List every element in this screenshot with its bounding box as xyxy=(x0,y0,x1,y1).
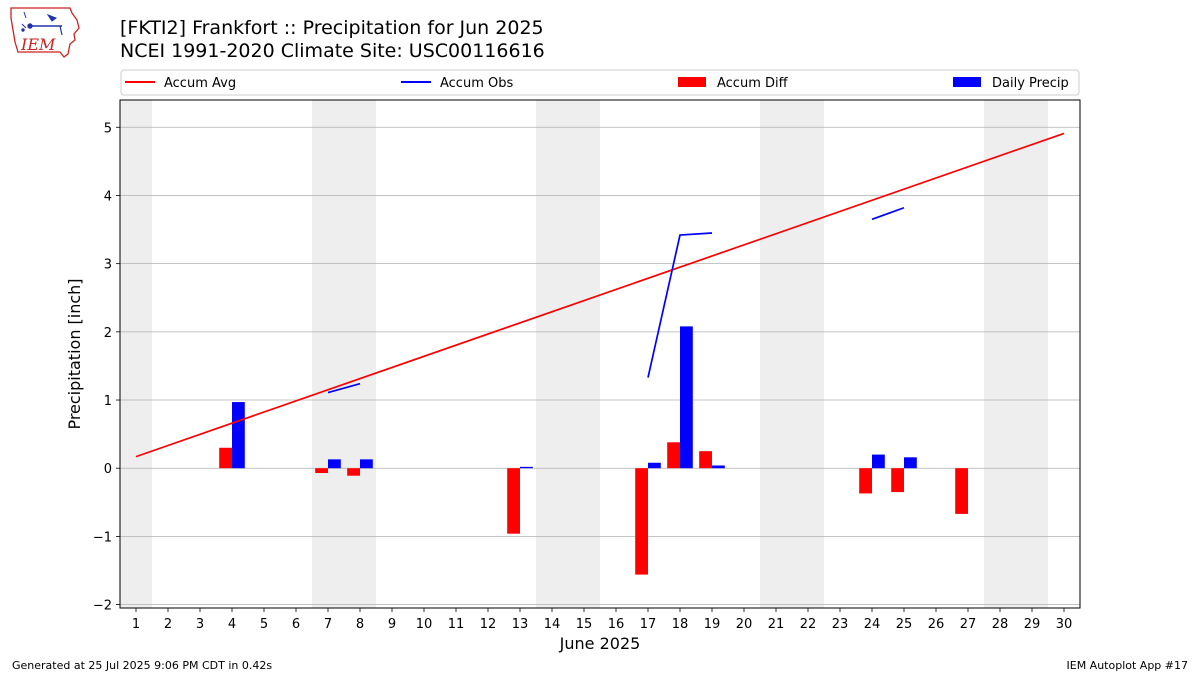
y-tick-label: 4 xyxy=(104,189,112,204)
x-tick-label: 5 xyxy=(260,617,268,632)
x-tick-label: 11 xyxy=(448,617,465,632)
x-tick-label: 13 xyxy=(512,617,529,632)
x-tick-label: 3 xyxy=(196,617,204,632)
accum-avg-line xyxy=(135,132,1065,458)
legend-bar-swatch xyxy=(953,77,981,87)
x-tick-label: 21 xyxy=(768,617,785,632)
daily-precip-bar xyxy=(712,465,725,469)
accum-diff-bar xyxy=(635,468,648,575)
x-tick-label: 10 xyxy=(416,617,433,632)
daily-precip-bar xyxy=(904,457,917,469)
accum-diff-bar xyxy=(699,451,712,469)
x-tick-label: 16 xyxy=(608,617,625,632)
y-axis-label: Precipitation [inch] xyxy=(65,278,84,429)
x-tick-label: 22 xyxy=(800,617,817,632)
legend-bar-swatch xyxy=(678,77,706,87)
x-tick-label: 29 xyxy=(1024,617,1041,632)
weekend-shade xyxy=(536,100,600,608)
app-credit: IEM Autoplot App #17 xyxy=(1066,659,1189,672)
accum-obs-line xyxy=(647,232,713,378)
generated-timestamp: Generated at 25 Jul 2025 9:06 PM CDT in … xyxy=(12,659,273,672)
legend-label: Daily Precip xyxy=(992,76,1069,91)
accum-obs-line xyxy=(871,206,905,221)
accum-diff-bar xyxy=(891,468,904,493)
weekend-shade xyxy=(312,100,376,608)
legend-label: Accum Diff xyxy=(717,76,789,91)
accum-obs-line xyxy=(327,382,361,394)
logo-text: IEM xyxy=(20,35,56,54)
daily-precip-bar xyxy=(328,459,341,469)
chart-subtitle: NCEI 1991-2020 Climate Site: USC00116616 xyxy=(120,40,545,62)
x-tick-label: 27 xyxy=(960,617,977,632)
legend: Accum Avg Accum Obs Accum Diff Daily Precip xyxy=(120,69,1080,96)
x-tick-label: 24 xyxy=(864,617,881,632)
x-tick-label: 2 xyxy=(164,617,172,632)
accum-diff-bar xyxy=(667,442,680,469)
x-tick-label: 20 xyxy=(736,617,753,632)
weekend-shade xyxy=(120,100,152,608)
x-tick-label: 15 xyxy=(576,617,593,632)
y-tick-label: 1 xyxy=(104,394,112,409)
accum-diff-bar xyxy=(315,468,328,473)
chart-title: [FKTI2] Frankfort :: Precipitation for J… xyxy=(120,17,544,39)
x-tick-label: 23 xyxy=(832,617,849,632)
daily-precip-bar xyxy=(872,454,885,469)
x-tick-label: 6 xyxy=(292,617,300,632)
y-tick-label: 0 xyxy=(104,462,112,477)
x-tick-label: 25 xyxy=(896,617,913,632)
y-tick-label: 5 xyxy=(104,121,112,136)
x-tick-label: 1 xyxy=(132,617,140,632)
x-tick-label: 18 xyxy=(672,617,689,632)
accum-diff-bar xyxy=(507,468,520,534)
daily-precip-bar xyxy=(360,459,373,469)
x-tick-label: 17 xyxy=(640,617,657,632)
iem-logo: IEM xyxy=(10,7,80,58)
daily-precip-bar xyxy=(520,466,533,469)
x-tick-label: 26 xyxy=(928,617,945,632)
x-tick-label: 8 xyxy=(356,617,364,632)
weekend-shade xyxy=(760,100,824,608)
iowa-state-outline-icon xyxy=(10,7,80,58)
x-tick-label: 9 xyxy=(388,617,396,632)
weekend-shade xyxy=(984,100,1048,608)
y-tick-label: 2 xyxy=(104,326,112,341)
x-axis-label: June 2025 xyxy=(559,634,641,653)
y-tick-label: −1 xyxy=(93,530,112,545)
daily-precip-bar xyxy=(648,462,661,469)
x-tick-label: 12 xyxy=(480,617,497,632)
x-tick-label: 4 xyxy=(228,617,236,632)
x-tick-label: 19 xyxy=(704,617,721,632)
legend-label: Accum Avg xyxy=(164,76,236,91)
legend-label: Accum Obs xyxy=(440,76,513,91)
daily-precip-bar xyxy=(680,326,693,469)
y-tick-label: −2 xyxy=(93,599,112,614)
accum-diff-bar xyxy=(859,468,872,494)
daily-precip-bar xyxy=(232,402,245,469)
plot-frame xyxy=(119,99,1081,609)
accum-diff-bar xyxy=(219,447,232,469)
y-tick-label: 3 xyxy=(104,258,112,273)
accum-diff-bar xyxy=(955,468,968,514)
accum-diff-bar xyxy=(347,468,360,476)
x-tick-label: 7 xyxy=(324,617,332,632)
weather-station-icon xyxy=(21,11,63,36)
x-tick-label: 30 xyxy=(1056,617,1073,632)
x-tick-label: 28 xyxy=(992,617,1009,632)
x-tick-label: 14 xyxy=(544,617,561,632)
legend-box xyxy=(120,69,1080,96)
